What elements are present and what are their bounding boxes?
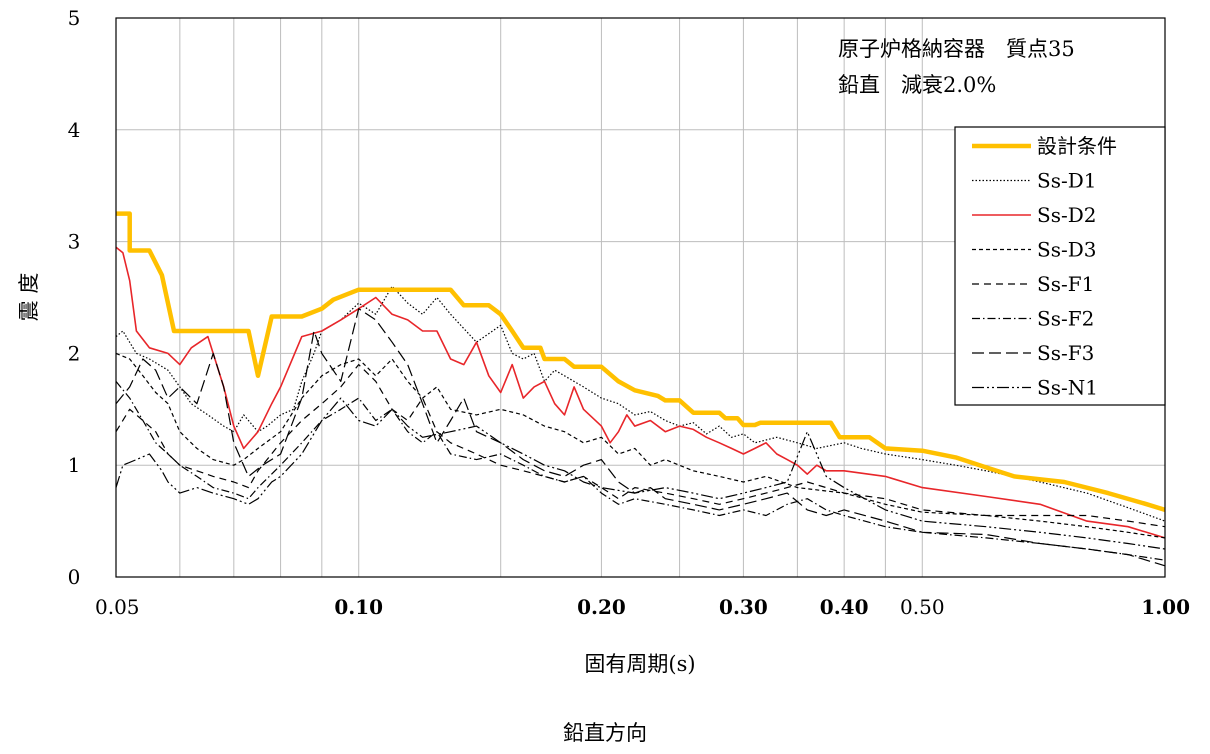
y-tick-label-3: 3 [68,230,81,254]
series-line-1 [115,285,1166,522]
series-line-0 [116,211,1166,513]
y-axis-label: 震 度 [17,273,41,322]
y-tick-label-1: 1 [68,453,81,477]
legend-label-3: Ss-D3 [1037,238,1096,262]
legend-label-2: Ss-D2 [1037,203,1096,227]
legend-items: 設計条件 Ss-D1 Ss-D2 Ss-D3 Ss-F1 Ss-F2 Ss-F3 Ss-N1 [972,134,1117,400]
legend-label-4: Ss-F1 [1037,272,1094,296]
legend-label-7: Ss-N1 [1037,376,1098,400]
legend-label-5: Ss-F2 [1037,307,1094,331]
grid-layer [116,18,1165,577]
legend-label-6: Ss-F3 [1037,341,1094,365]
legend-label-0: 設計条件 [1037,134,1117,158]
series-line-5 [115,381,1166,561]
y-tick-label-2: 2 [68,341,81,365]
y-tick-label-0: 0 [68,565,81,589]
x-tick-labels: 0.05 0.10 0.20 0.30 0.40 0.50 1.00 [95,595,1190,619]
series-line-4 [115,364,1166,528]
y-tick-labels: 0 1 2 3 4 5 [68,6,81,589]
series-line-2 [115,246,1166,539]
x-tick-label-6: 1.00 [1141,595,1190,619]
x-tick-label-5: 0.50 [900,595,945,619]
x-tick-label-3: 0.30 [719,595,768,619]
series-line-7 [115,397,1166,550]
series-line-6 [115,308,1166,567]
x-axis-label: 固有周期(s) [584,652,695,676]
legend: 設計条件 Ss-D1 Ss-D2 Ss-D3 Ss-F1 Ss-F2 Ss-F3 Ss-N1 [954,126,1166,406]
legend-box [954,126,1166,406]
chart-annotation-line-1: 原子炉格納容器 質点35 [838,37,1075,61]
x-tick-label-0: 0.05 [95,595,140,619]
x-tick-label-1: 0.10 [334,595,383,619]
chart-annotation-line-2: 鉛直 減衰2.0% [838,73,996,97]
x-tick-label-4: 0.40 [820,595,869,619]
series-layer [115,211,1166,567]
x-tick-label-2: 0.20 [577,595,626,619]
chart-caption: 鉛直方向 [563,721,647,745]
y-tick-label-4: 4 [68,118,81,142]
y-tick-label-5: 5 [68,6,81,30]
legend-label-1: Ss-D1 [1037,169,1096,193]
